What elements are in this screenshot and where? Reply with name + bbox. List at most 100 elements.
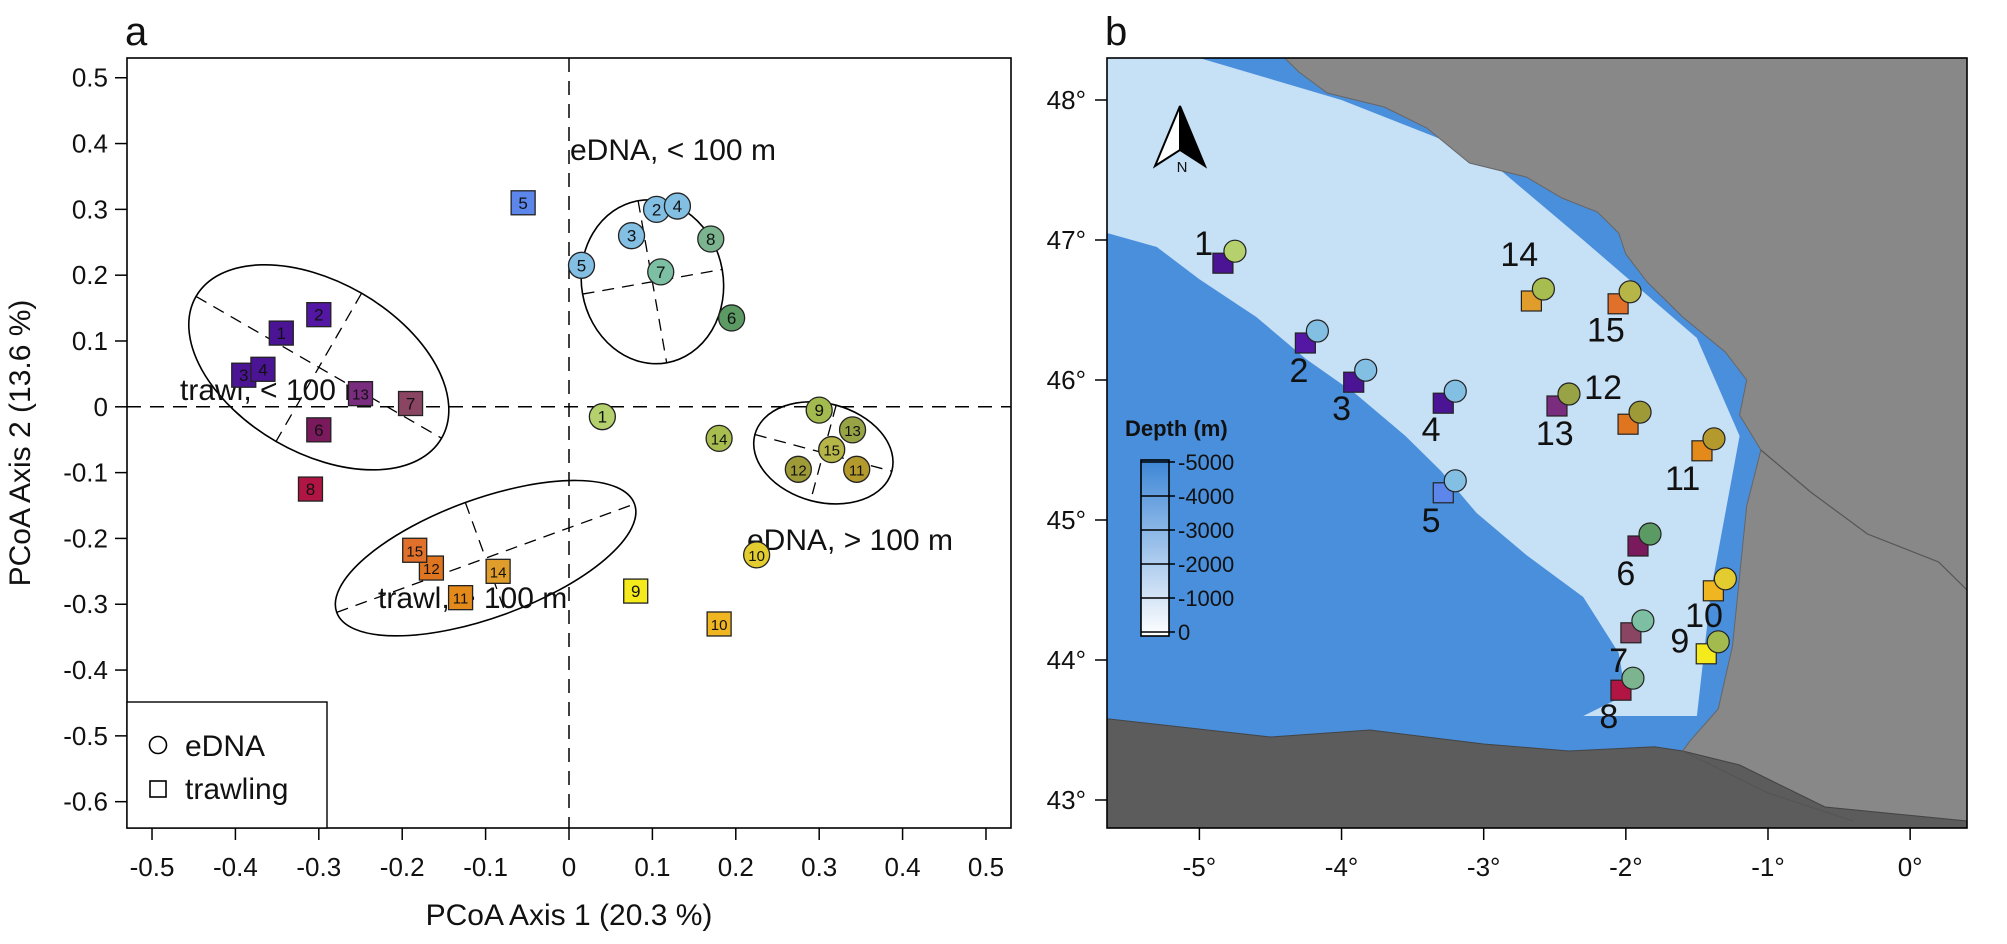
- edna-point: [843, 455, 871, 483]
- station-edna-marker: [1618, 280, 1642, 304]
- edna-point-label: 13: [844, 423, 861, 440]
- station-edna-marker: [1223, 239, 1247, 263]
- trawl-point: [306, 302, 332, 328]
- map-x-tick-label: -3°: [1467, 852, 1501, 882]
- trawl-point-label: 11: [453, 591, 469, 608]
- legend-square-icon: [149, 780, 167, 798]
- station-edna-marker: [1631, 609, 1655, 633]
- edna-point: [705, 424, 733, 453]
- station-label: 1: [1194, 225, 1213, 263]
- land-borders: [1682, 750, 1854, 822]
- station-label: 10: [1685, 597, 1723, 635]
- trawl-point-label: 4: [258, 360, 267, 379]
- y-tick-label: 0.1: [72, 326, 108, 356]
- ellipse-axis: [275, 292, 363, 442]
- station-label: 5: [1422, 502, 1441, 540]
- panel-b-plot-frame: [1106, 57, 1968, 829]
- edna-point-label: 3: [627, 227, 636, 246]
- ellipse-group: [334, 479, 637, 637]
- legend-circle-icon: [148, 735, 168, 755]
- trawl-point: [510, 190, 536, 216]
- legend-label-edna: eDNA: [185, 730, 265, 763]
- edna-point: [617, 222, 646, 250]
- edna-point-label: 7: [656, 263, 665, 282]
- station-edna-marker: [1702, 427, 1726, 451]
- station-edna-marker: [1713, 567, 1737, 591]
- edna-point-label: 8: [706, 230, 715, 249]
- y-tick-label: 0.3: [72, 194, 108, 224]
- x-tick-label: -0.1: [463, 852, 508, 882]
- edna-point-label: 4: [673, 197, 682, 216]
- station-edna-marker: [1531, 277, 1555, 301]
- trawl-point-label: 12: [423, 561, 440, 578]
- x-tick-label: 0.4: [885, 852, 921, 882]
- edna-point: [697, 225, 725, 253]
- map-x-tick-label: 0°: [1898, 852, 1923, 882]
- depth-tick-label: -5000: [1178, 450, 1234, 475]
- panel-a-x-axis-label: PCoA Axis 1 (20.3 %): [426, 899, 713, 932]
- y-tick-label: -0.3: [63, 589, 108, 619]
- map-y-tick-label: 47°: [1047, 225, 1086, 255]
- ellipse-group: [187, 263, 450, 471]
- station-edna-marker: [1557, 382, 1581, 406]
- station-label: 11: [1665, 460, 1700, 498]
- edna-point: [647, 258, 675, 286]
- trawl-point-label: 13: [352, 387, 369, 404]
- y-tick-label: 0.2: [72, 260, 108, 290]
- y-tick-label: -0.5: [63, 721, 108, 751]
- ellipse-axis: [336, 503, 635, 613]
- station-label: 4: [1422, 411, 1441, 449]
- edna-point-label: 15: [823, 443, 840, 460]
- trawl-point-label: 8: [306, 480, 315, 499]
- edna-point: [717, 304, 746, 332]
- panel-a-y-axis-label: PCoA Axis 2 (13.6 %): [4, 300, 37, 587]
- station-label: 6: [1616, 555, 1635, 593]
- station-label: 3: [1332, 390, 1351, 428]
- station-label: 15: [1587, 312, 1625, 350]
- map-y-tick-label: 48°: [1047, 85, 1086, 115]
- trawl-point-label: 3: [239, 366, 248, 385]
- trawl-point: [706, 611, 732, 637]
- x-tick-label: 0: [562, 852, 576, 882]
- x-tick-label: 0.3: [801, 852, 837, 882]
- trawl-point: [418, 555, 445, 581]
- map-y-tick-label: 43°: [1047, 785, 1086, 815]
- map-x-tick-label: -4°: [1325, 852, 1359, 882]
- y-tick-label: -0.2: [63, 523, 108, 553]
- y-tick-label: -0.6: [63, 787, 108, 817]
- edna-point-label: 11: [849, 462, 865, 479]
- edna-point-label: 12: [790, 462, 807, 479]
- station-edna-marker: [1628, 400, 1652, 424]
- depth-tick-label: -3000: [1178, 518, 1234, 543]
- edna-point-label: 2: [652, 200, 661, 219]
- x-tick-label: -0.4: [213, 852, 258, 882]
- x-tick-label: 0.1: [634, 852, 670, 882]
- station-edna-marker: [1354, 358, 1378, 382]
- trawl-point: [306, 417, 332, 443]
- edna-point: [567, 251, 596, 279]
- trawl-point: [347, 380, 374, 407]
- trawl-point: [623, 578, 649, 604]
- map-x-tick-label: -2°: [1609, 852, 1643, 882]
- trawl-point-label: 15: [406, 543, 423, 560]
- station-edna-marker: [1706, 630, 1730, 654]
- land-rivers: [1760, 449, 1967, 591]
- depth-legend-ticks: -5000 -4000 -3000 -2000 -1000 0: [1141, 450, 1234, 645]
- edna-point: [663, 192, 692, 220]
- depth-tick-label: 0: [1178, 620, 1190, 645]
- panel-a-y-ticks: 0.5 0.4 0.3 0.2 0.1 0 -0.1 -0.2 -0.3 -0.4 -0.5 -0.6: [63, 63, 127, 817]
- map-x-tick-label: -5°: [1183, 852, 1217, 882]
- depth-legend-bar: [1140, 459, 1170, 637]
- map-y-tick-label: 46°: [1047, 365, 1086, 395]
- station-edna-marker: [1638, 522, 1662, 546]
- trawl-point-label: 1: [277, 324, 286, 343]
- panel-a-zero-lines: [127, 58, 1011, 828]
- panel-b-x-ticks: -5° -4° -3° -2° -1° 0°: [1183, 828, 1923, 882]
- edna-point-label: 1: [598, 408, 607, 427]
- depth-tick-label: -2000: [1178, 552, 1234, 577]
- north-arrow-label: N: [1177, 159, 1188, 176]
